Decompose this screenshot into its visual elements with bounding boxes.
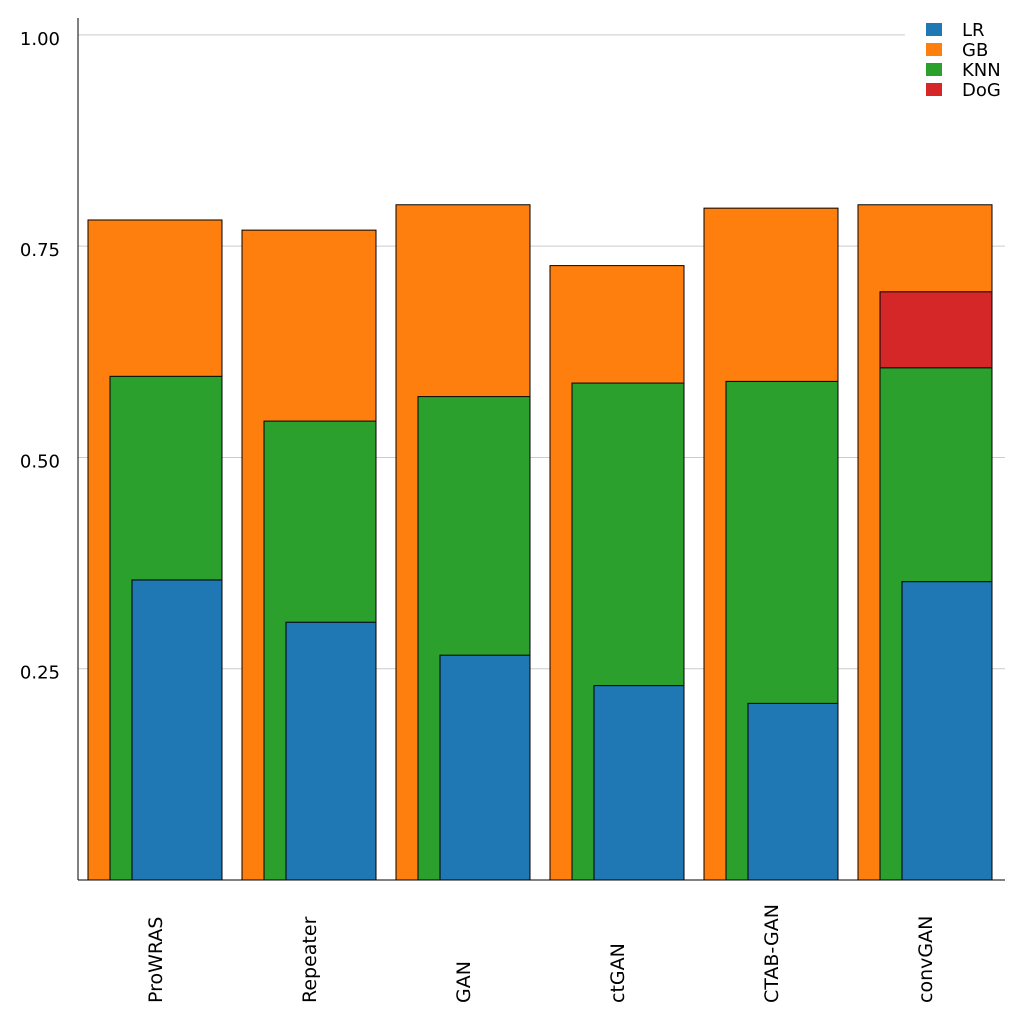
- bars: [87, 204, 993, 881]
- x-tick-label: GAN: [453, 961, 475, 1003]
- x-tick-label: ctGAN: [607, 943, 629, 1003]
- legend-background: [905, 16, 1017, 104]
- y-axis-ticks: 0.25 0.50 0.75 1.00: [20, 29, 60, 684]
- legend-label-lr: LR: [962, 20, 985, 41]
- legend-swatch-lr: [926, 23, 942, 36]
- x-tick-label: CTAB-GAN: [761, 904, 783, 1003]
- legend-label-gb: GB: [962, 40, 988, 61]
- x-tick-label: Repeater: [299, 916, 321, 1003]
- y-tick-label: 0.50: [20, 451, 60, 472]
- x-axis-ticks: ProWRAS Repeater GAN ctGAN CTAB-GAN convGAN: [145, 904, 937, 1003]
- x-tick-label: ProWRAS: [145, 917, 167, 1003]
- axes: [77, 18, 1005, 881]
- y-tick-label: 0.75: [20, 240, 60, 261]
- bar-lr-ctgan: [593, 685, 685, 881]
- y-tick-label: 0.25: [20, 663, 60, 684]
- legend-label-knn: KNN: [962, 60, 1001, 81]
- x-tick-label: convGAN: [915, 916, 937, 1003]
- y-tick-label: 1.00: [20, 29, 60, 50]
- bar-lr-ctab-gan: [747, 702, 839, 881]
- legend-swatch-gb: [926, 43, 942, 56]
- legend-swatch-dog: [926, 83, 942, 96]
- legend-swatch-knn: [926, 63, 942, 76]
- bar-lr-prowras: [131, 579, 223, 881]
- bar-lr-convgan: [901, 581, 993, 881]
- bar-lr-gan: [439, 654, 531, 881]
- gridlines: [78, 34, 1005, 670]
- bar-lr-repeater: [285, 621, 377, 881]
- legend-label-dog: DoG: [962, 80, 1001, 101]
